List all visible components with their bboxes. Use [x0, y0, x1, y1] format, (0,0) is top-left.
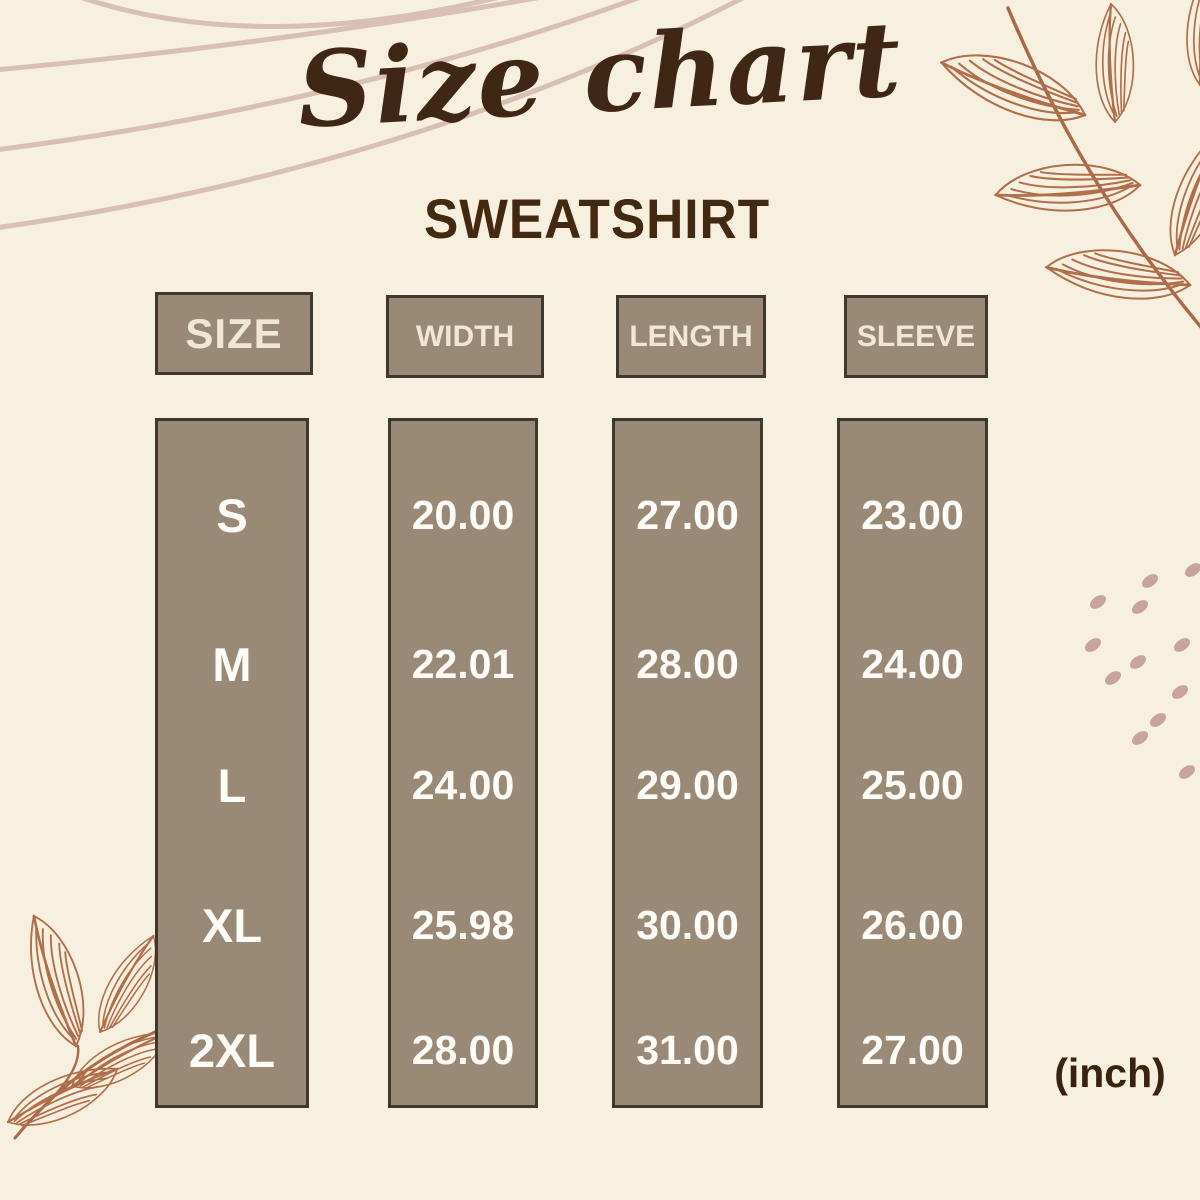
size-cell: 2XL [188, 1023, 276, 1077]
width-cell: 25.98 [411, 901, 515, 948]
sleeve-cell: 26.00 [861, 901, 964, 948]
sleeve-cell: 27.00 [861, 1026, 964, 1073]
column-length: 27.00 28.00 29.00 30.00 31.00 [612, 418, 763, 1108]
length-cell: 29.00 [636, 761, 739, 808]
width-cell: 20.00 [411, 491, 515, 538]
sleeve-cell: 25.00 [861, 761, 964, 808]
column-header-length-label: LENGTH [629, 319, 753, 353]
sleeve-cell: 24.00 [861, 640, 964, 687]
column-size: S M L XL 2XL [155, 418, 309, 1108]
length-cell: 31.00 [636, 1026, 739, 1073]
sleeve-cell: 23.00 [861, 491, 964, 538]
length-cell: 28.00 [636, 640, 739, 687]
width-cell: 28.00 [411, 1026, 515, 1073]
page-subtitle: SWEATSHIRT [424, 187, 770, 250]
scatter-dots-decoration [1084, 563, 1200, 779]
size-cell: XL [201, 898, 263, 952]
size-cell: L [217, 758, 247, 812]
leaf-branch-bottom-left-icon [0, 909, 179, 1140]
length-cell: 27.00 [636, 491, 739, 538]
column-width: 20.00 22.01 24.00 25.98 28.00 [388, 418, 538, 1108]
page-title-script: Size chart [294, 0, 906, 152]
column-header-size-label: SIZE [185, 309, 283, 357]
length-cell: 30.00 [636, 901, 739, 948]
column-sleeve: 23.00 24.00 25.00 26.00 27.00 [837, 418, 988, 1108]
column-header-sleeve: SLEEVE [844, 295, 988, 378]
size-cell: M [212, 637, 252, 691]
width-cell: 24.00 [411, 761, 515, 808]
column-header-width-label: WIDTH [415, 319, 515, 353]
width-cell: 22.01 [411, 640, 515, 687]
column-header-size: SIZE [155, 292, 313, 375]
column-header-sleeve-label: SLEEVE [856, 319, 976, 353]
column-header-length: LENGTH [616, 295, 766, 378]
size-cell: S [216, 488, 248, 542]
column-header-width: WIDTH [386, 295, 544, 378]
unit-label: (inch) [1054, 1050, 1166, 1096]
